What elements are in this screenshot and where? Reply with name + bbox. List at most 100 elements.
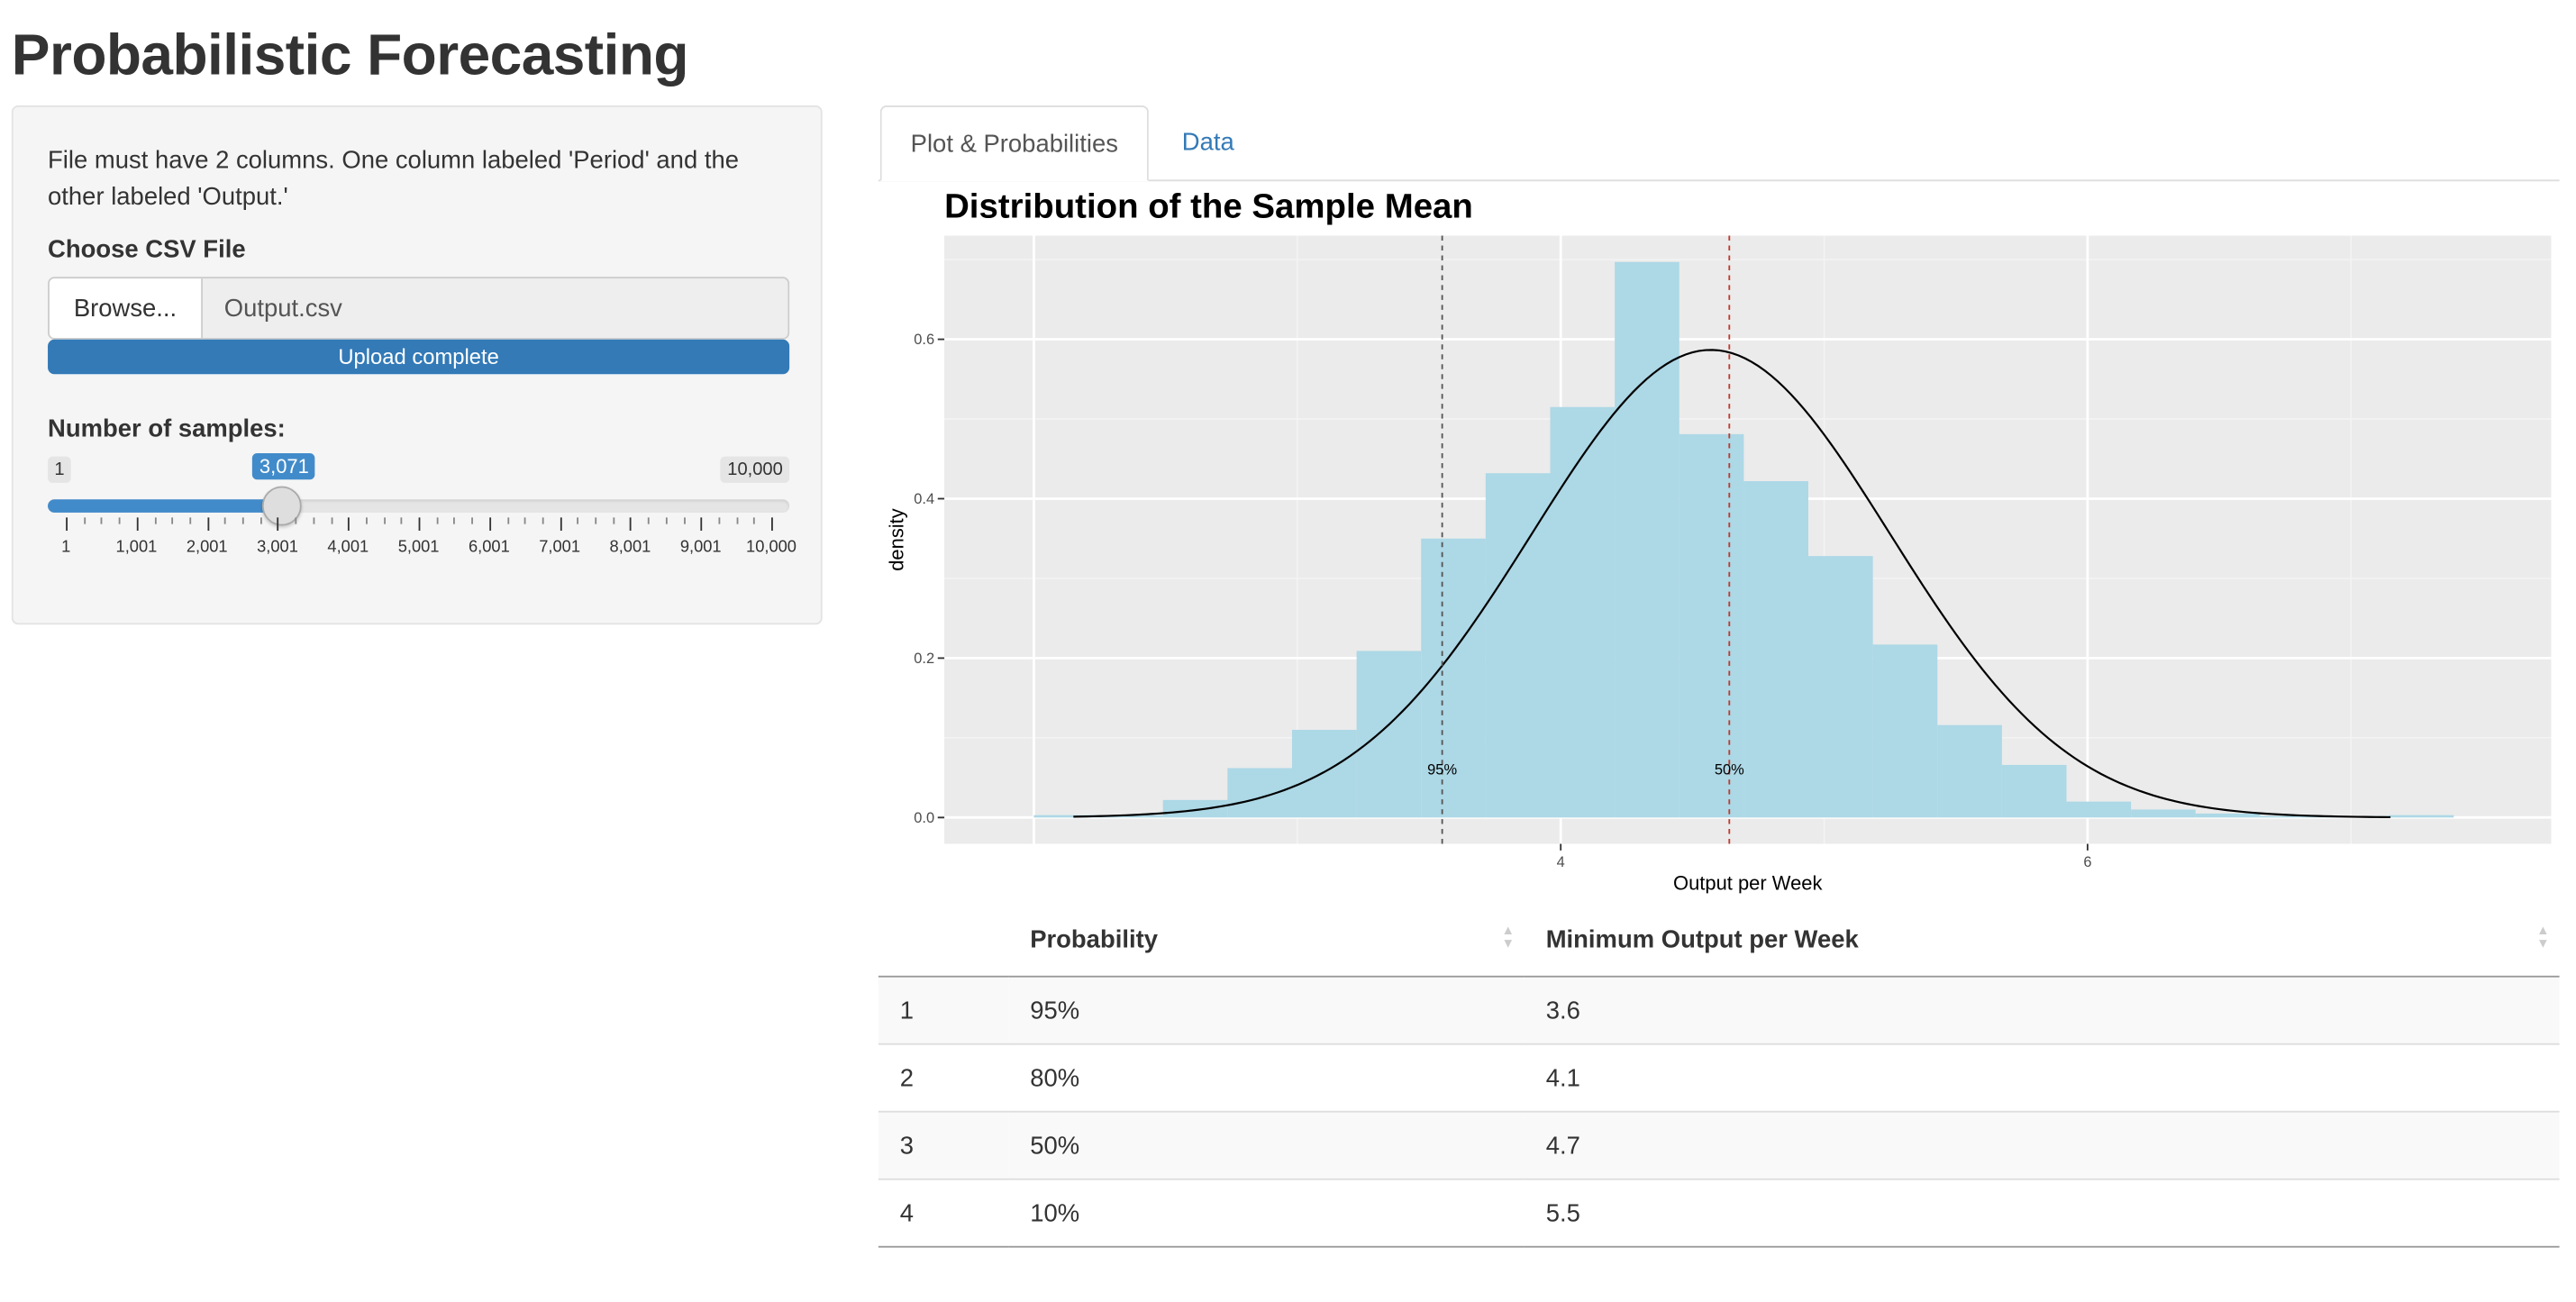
probability-cell: 10%	[1008, 1178, 1525, 1248]
x-tick-label: 6	[2083, 854, 2091, 870]
minimum-output-cell: 3.6	[1524, 975, 2560, 1044]
sort-icon[interactable]: ▲ ▼	[2536, 923, 2550, 951]
histogram-bar	[1033, 815, 1099, 818]
percentile-label: 95%	[1427, 762, 1457, 778]
table-header-row: Probability ▲ ▼ Minimum Output per Week ▲…	[878, 903, 2560, 978]
slider-major-tick	[560, 517, 561, 531]
slider-major-tick	[66, 517, 68, 531]
slider-major-tick	[700, 517, 703, 531]
histogram-bar	[1937, 724, 2002, 818]
slider-major-tick	[136, 517, 139, 531]
slider-minor-tick	[665, 517, 668, 524]
slider-tick-label: 6,001	[468, 539, 510, 558]
slider-tick-label: 2,001	[186, 539, 228, 558]
histogram-bar	[1227, 768, 1292, 818]
histogram-bar	[1291, 730, 1357, 818]
table-row: 3 50% 4.7	[878, 1110, 2560, 1179]
slider-minor-tick	[383, 517, 386, 524]
slider-minor-tick	[259, 517, 262, 524]
slider-tick-label: 10,000	[746, 539, 796, 558]
slider-major-tick	[418, 517, 421, 531]
slider-minor-tick	[471, 517, 474, 524]
table-header-index	[878, 903, 1009, 978]
histogram-bar	[1808, 556, 1873, 818]
slider-fill	[48, 499, 283, 513]
y-tick-label: 0.2	[914, 651, 934, 667]
slider-major-tick	[488, 517, 491, 531]
slider-tick-label: 3,001	[257, 539, 298, 558]
histogram-bar	[1872, 644, 1938, 818]
slider-min-label: 1	[48, 456, 71, 483]
row-index: 2	[878, 1043, 1009, 1112]
histogram-bar	[1615, 261, 1679, 818]
slider-major-tick	[771, 517, 773, 531]
slider-minor-tick	[83, 517, 86, 524]
slider-tick-label: 4,001	[327, 539, 369, 558]
slider-minor-tick	[101, 517, 104, 524]
slider-tick-label: 1,001	[115, 539, 158, 558]
slider-major-tick	[278, 517, 279, 531]
slider-tick-label: 7,001	[539, 539, 581, 558]
table-row: 2 80% 4.1	[878, 1043, 2560, 1112]
distribution-chart: Distribution of the Sample Mean 95% 50% 0.0…	[885, 187, 2552, 894]
slider-tick-label: 5,001	[397, 539, 440, 558]
table-header-probability[interactable]: Probability ▲ ▼	[1008, 903, 1525, 978]
slider-minor-tick	[523, 517, 526, 524]
slider-minor-tick	[189, 517, 191, 524]
y-tick-label: 0.4	[914, 491, 934, 507]
slider-minor-tick	[542, 517, 544, 524]
x-tick-label: 4	[1557, 854, 1565, 870]
slider-minor-tick	[401, 517, 403, 524]
slider-minor-tick	[648, 517, 650, 524]
file-input-label: Choose CSV File	[48, 235, 246, 264]
histogram-bar	[1550, 406, 1616, 818]
minimum-output-cell: 4.1	[1524, 1043, 2560, 1112]
samples-label: Number of samples:	[48, 414, 286, 444]
slider-minor-tick	[313, 517, 314, 524]
slider-minor-tick	[595, 517, 597, 524]
y-axis-label: density	[885, 508, 907, 571]
slider-minor-tick	[295, 517, 297, 524]
slider-minor-tick	[506, 517, 509, 524]
minimum-output-cell: 5.5	[1524, 1178, 2560, 1248]
row-index: 4	[878, 1178, 1009, 1248]
x-axis-label: Output per Week	[1673, 872, 1822, 894]
file-input[interactable]: Browse... Output.csv	[48, 277, 790, 340]
chart-title: Distribution of the Sample Mean	[944, 187, 1473, 225]
histogram-bar	[1356, 651, 1422, 818]
file-name-field: Output.csv	[202, 278, 788, 338]
slider-minor-tick	[118, 517, 121, 524]
histogram-bar	[2195, 813, 2261, 818]
slider-minor-tick	[241, 517, 244, 524]
slider-tick-label: 9,001	[679, 539, 722, 558]
row-index: 1	[878, 975, 1009, 1044]
slider-minor-tick	[436, 517, 438, 524]
slider-minor-tick	[753, 517, 756, 524]
tab-plot-probabilities[interactable]: Plot & Probabilities	[879, 105, 1149, 182]
slider-tick-label: 1	[61, 539, 71, 558]
slider-minor-tick	[171, 517, 174, 524]
slider-minor-tick	[612, 517, 614, 524]
slider-minor-tick	[683, 517, 685, 524]
probability-cell: 50%	[1008, 1110, 1525, 1179]
slider-minor-tick	[365, 517, 368, 524]
probability-table: Probability ▲ ▼ Minimum Output per Week ▲…	[878, 903, 2560, 1248]
histogram-bar	[2389, 815, 2454, 818]
probability-cell: 95%	[1008, 975, 1525, 1044]
slider-minor-tick	[453, 517, 456, 524]
table-row: 1 95% 3.6	[878, 975, 2560, 1044]
slider-minor-tick	[577, 517, 579, 524]
histogram-bar	[1098, 815, 1163, 818]
slider-minor-tick	[330, 517, 332, 524]
slider-minor-tick	[154, 517, 156, 524]
histogram-bar	[1679, 433, 1744, 818]
tab-data[interactable]: Data	[1181, 128, 1234, 157]
y-tick-label: 0.0	[914, 810, 934, 826]
table-header-minimum-output[interactable]: Minimum Output per Week ▲ ▼	[1524, 903, 2560, 978]
slider-minor-tick	[735, 517, 738, 524]
sort-icon[interactable]: ▲ ▼	[1501, 923, 1515, 951]
browse-button[interactable]: Browse...	[49, 278, 203, 338]
file-instructions: File must have 2 columns. One column lab…	[48, 146, 739, 212]
table-row: 4 10% 5.5	[878, 1178, 2560, 1248]
samples-slider[interactable]: 1 10,000 3,071 1 1,001 2,001 3,001 4,001 5,00…	[48, 453, 796, 585]
